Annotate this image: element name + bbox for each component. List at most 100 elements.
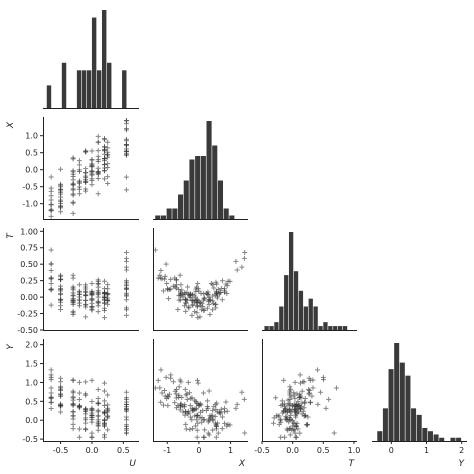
hist-bar-u	[91, 17, 97, 109]
scatter-point	[224, 408, 230, 414]
scatter-point	[105, 392, 111, 398]
scatter-point	[76, 404, 82, 410]
scatter-point	[101, 380, 107, 386]
scatter-point	[299, 400, 305, 406]
scatter-point	[205, 419, 211, 425]
scatter-point	[302, 395, 308, 401]
hist-bar-u	[81, 70, 87, 108]
scatter-point	[165, 403, 171, 409]
scatter-point	[292, 396, 298, 402]
scatter-point	[70, 397, 76, 403]
scatter-point	[210, 427, 216, 433]
scatter-point	[174, 282, 180, 288]
scatter-point	[176, 297, 182, 303]
scatter-point	[168, 372, 174, 378]
scatter-point	[83, 149, 89, 155]
hist-bar-x	[160, 215, 167, 219]
scatter-point	[306, 388, 312, 394]
scatter-point	[159, 390, 165, 396]
scatter-point	[224, 290, 230, 296]
hist-panel-y	[372, 343, 467, 442]
scatter-point	[212, 301, 218, 307]
scatter-point	[95, 401, 101, 407]
scatter-point	[58, 204, 64, 210]
scatter-point	[105, 139, 111, 145]
scatter-point	[190, 292, 196, 298]
scatter-point	[48, 302, 54, 308]
scatter-point	[123, 307, 129, 313]
scatter-point	[284, 426, 290, 432]
scatter-point	[70, 421, 76, 427]
scatter-point	[123, 389, 129, 395]
scatter-point	[157, 385, 163, 391]
scatter-point	[185, 304, 191, 310]
scatter-point	[206, 302, 212, 308]
scatter-point	[162, 388, 168, 394]
scatter-point	[291, 390, 297, 396]
scatter-point	[204, 305, 210, 311]
scatter-point	[101, 403, 107, 409]
scatter-point	[48, 390, 54, 396]
scatter-point	[190, 302, 196, 308]
scatter-point	[210, 298, 216, 304]
hist-bar-t	[333, 326, 338, 330]
scatter-point	[101, 421, 107, 427]
scatter-point	[105, 286, 111, 292]
scatter-point	[294, 410, 300, 416]
hist-bar-u	[122, 70, 127, 108]
x-tick-label: 1.0	[348, 446, 361, 455]
scatter-point	[123, 292, 129, 298]
hist-bar-u	[61, 62, 67, 108]
scatter-point	[300, 408, 306, 414]
scatter-point	[310, 385, 316, 391]
scatter-point	[306, 375, 312, 381]
hist-bar-y	[405, 375, 411, 441]
scatter-point	[241, 255, 247, 261]
scatter-point	[309, 393, 315, 399]
scatter-point	[48, 400, 54, 406]
hist-bar-y	[416, 414, 422, 441]
scatter-point	[58, 209, 64, 215]
scatter-point	[58, 391, 64, 397]
scatter-point	[157, 272, 163, 278]
scatter-point	[70, 210, 76, 216]
hist-bar-t	[298, 290, 304, 330]
scatter-point	[70, 155, 76, 161]
scatter-point	[48, 372, 54, 378]
scatter-point	[326, 396, 332, 402]
scatter-point	[158, 399, 164, 405]
x-tick-label: -1	[163, 446, 171, 455]
scatter-point	[333, 385, 339, 391]
x-axis-label-x: X	[238, 459, 246, 469]
hist-bar-y	[388, 369, 394, 441]
scatter-point	[162, 276, 168, 282]
scatter-point	[293, 424, 299, 430]
scatter-point	[187, 390, 193, 396]
scatter-point	[234, 401, 240, 407]
scatter-point	[287, 384, 293, 390]
scatter-point	[210, 407, 216, 413]
hist-bar-x	[178, 194, 184, 219]
scatter-point	[48, 247, 54, 253]
scatter-point	[48, 174, 54, 180]
scatter-point	[105, 164, 111, 170]
scatter-point	[219, 426, 225, 432]
hist-bar-x	[200, 156, 206, 219]
scatter-point	[177, 407, 183, 413]
scatter-point	[183, 409, 189, 415]
scatter-point	[58, 292, 64, 298]
scatter-point	[198, 290, 204, 296]
hist-bar-y	[394, 343, 400, 441]
scatter-point	[164, 281, 170, 287]
scatter-point	[70, 191, 76, 197]
scatter-point	[185, 284, 191, 290]
scatter-point	[331, 430, 337, 436]
scatter-point	[89, 163, 95, 169]
scatter-point	[58, 277, 64, 283]
scatter-point	[294, 420, 300, 426]
y-tick-label: 1.00	[20, 227, 38, 236]
y-tick-label: 1.0	[25, 378, 38, 387]
scatter-point	[155, 377, 161, 383]
scatter-point	[70, 181, 76, 187]
scatter-point	[201, 434, 207, 440]
